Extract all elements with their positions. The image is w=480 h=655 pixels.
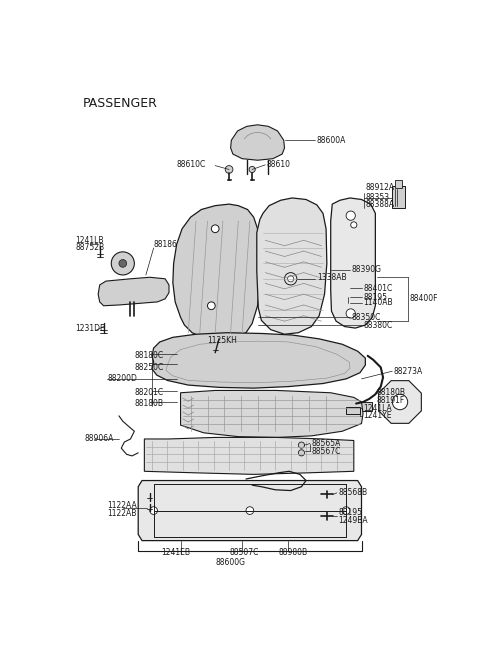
Text: 1241EB: 1241EB: [161, 548, 190, 557]
Text: 88388A: 88388A: [365, 200, 395, 210]
Text: 88191F: 88191F: [377, 396, 405, 405]
Polygon shape: [98, 277, 169, 306]
Text: 88200D: 88200D: [108, 375, 137, 383]
Text: 1231DE: 1231DE: [75, 324, 105, 333]
Text: 88906A: 88906A: [84, 434, 114, 443]
Text: 88610: 88610: [267, 160, 291, 170]
Text: 1249BA: 1249BA: [338, 516, 368, 525]
Text: 88350C: 88350C: [351, 313, 381, 322]
Circle shape: [351, 222, 357, 228]
Polygon shape: [257, 198, 327, 334]
Text: 1241YE: 1241YE: [363, 411, 392, 421]
Circle shape: [249, 166, 255, 172]
Circle shape: [246, 507, 254, 514]
Polygon shape: [331, 198, 375, 328]
Bar: [355, 402, 372, 411]
Circle shape: [225, 166, 233, 174]
Circle shape: [288, 276, 294, 282]
Text: 88180C: 88180C: [134, 351, 164, 360]
Circle shape: [207, 302, 215, 310]
Text: 88600G: 88600G: [216, 557, 246, 567]
Polygon shape: [152, 333, 365, 388]
Polygon shape: [180, 390, 363, 438]
Text: 88273A: 88273A: [394, 367, 423, 376]
Text: PASSENGER: PASSENGER: [83, 97, 157, 110]
Polygon shape: [138, 481, 361, 540]
Text: 88600A: 88600A: [317, 136, 346, 145]
Circle shape: [346, 211, 355, 220]
Text: 1122AB: 1122AB: [108, 509, 137, 518]
Bar: [392, 187, 405, 208]
Text: 88390G: 88390G: [351, 265, 382, 274]
Text: 88980B: 88980B: [278, 548, 308, 557]
Polygon shape: [144, 438, 354, 474]
Circle shape: [211, 225, 219, 233]
Text: 88380C: 88380C: [363, 320, 392, 329]
Text: 88565A: 88565A: [312, 439, 341, 448]
Circle shape: [346, 309, 355, 318]
Text: 88353: 88353: [365, 193, 389, 202]
Text: 1125KH: 1125KH: [207, 336, 238, 345]
Text: 1241LB: 1241LB: [75, 236, 104, 245]
Text: 1241LA: 1241LA: [363, 403, 392, 413]
Text: 88250C: 88250C: [134, 363, 164, 372]
Text: 88195: 88195: [363, 293, 387, 302]
Circle shape: [342, 507, 350, 514]
Circle shape: [111, 252, 134, 275]
Polygon shape: [173, 204, 260, 341]
Polygon shape: [230, 125, 285, 160]
Circle shape: [299, 450, 304, 456]
Text: 88195: 88195: [338, 508, 362, 517]
Polygon shape: [379, 381, 421, 423]
Text: 88401C: 88401C: [363, 284, 392, 293]
Circle shape: [299, 442, 304, 448]
Bar: [346, 407, 360, 415]
Circle shape: [285, 272, 297, 285]
Text: 1338AB: 1338AB: [317, 272, 347, 282]
Text: 88752B: 88752B: [75, 244, 104, 252]
Text: 1122AA: 1122AA: [108, 502, 137, 510]
Text: 88186: 88186: [154, 240, 178, 249]
Bar: [395, 180, 402, 188]
Text: 88567C: 88567C: [312, 447, 341, 456]
Text: 88180B: 88180B: [134, 399, 163, 408]
Text: 88507C: 88507C: [229, 548, 258, 557]
Circle shape: [150, 507, 157, 514]
Text: 88180B: 88180B: [377, 388, 406, 398]
Text: 88912A: 88912A: [365, 183, 395, 193]
Circle shape: [119, 259, 127, 267]
Circle shape: [392, 394, 408, 409]
Text: 1140AB: 1140AB: [363, 298, 393, 307]
Text: 88610C: 88610C: [177, 160, 206, 170]
Text: 88400F: 88400F: [409, 293, 438, 303]
Text: 88568B: 88568B: [338, 489, 368, 497]
Text: 88201C: 88201C: [134, 388, 164, 398]
